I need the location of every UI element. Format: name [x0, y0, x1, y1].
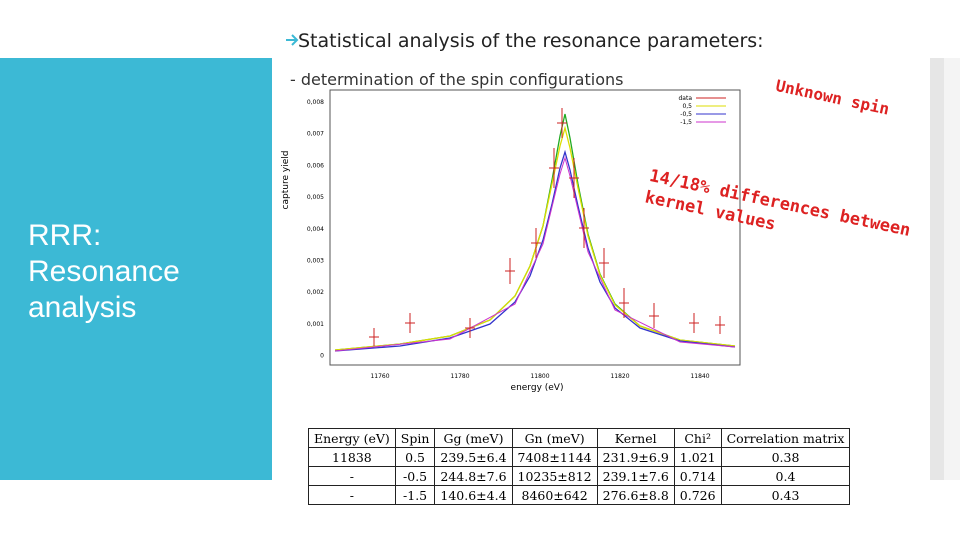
column-header: Spin: [394, 428, 436, 448]
y-tick-label: 0: [320, 353, 324, 360]
slide-title: Statistical analysis of the resonance pa…: [298, 30, 764, 52]
curve: [334, 156, 736, 352]
column-header: Energy (eV): [308, 428, 396, 448]
y-tick-label: 0,004: [307, 226, 324, 233]
y-tick-label: 0,002: [307, 289, 324, 296]
table-cell: -1.5: [394, 485, 436, 505]
x-tick-label: 11840: [690, 373, 709, 380]
table-row: - -1.5 140.6±4.4 8460±642 276.6±8.8 0.726 0.43: [308, 485, 851, 505]
table-cell: 7408±1144: [511, 447, 598, 467]
plot-frame: [329, 89, 741, 366]
column-header: Gn (meV): [511, 428, 598, 448]
table-cell: 140.6±4.4: [434, 485, 513, 505]
table-cell: 231.9±6.9: [596, 447, 675, 467]
table-cell: 0.5: [394, 447, 436, 467]
table-cell: 0.714: [673, 466, 722, 486]
y-tick-label: 0,003: [307, 258, 324, 265]
y-tick-label: 0,006: [307, 162, 324, 169]
annotation: Unknown spin: [774, 76, 892, 119]
sidebar: [0, 58, 272, 480]
table-cell: 239.1±7.6: [596, 466, 675, 486]
y-tick-label: 0,008: [307, 99, 324, 106]
x-axis-label: energy (eV): [511, 383, 564, 393]
column-header: Correlation matrix: [720, 428, 851, 448]
table-cell: 0.726: [673, 485, 722, 505]
legend-label: -0,5: [680, 111, 692, 118]
y-tick-label: 0,005: [307, 194, 324, 201]
column-header: Chi²: [673, 428, 722, 448]
table-cell: 276.6±8.8: [596, 485, 675, 505]
table-cell: -: [308, 485, 396, 505]
table-row: 11838 0.5 239.5±6.4 7408±1144 231.9±6.9 1.021…: [308, 447, 851, 467]
table-cell: 239.5±6.4: [434, 447, 513, 467]
x-tick-label: 11820: [610, 373, 629, 380]
table-cell: 0.38: [720, 447, 851, 467]
legend-label: data: [678, 95, 692, 102]
table-cell: -0.5: [394, 466, 436, 486]
results-table: Energy (eV) Spin Gg (meV) Gn (meV) Kernel Chi…: [308, 428, 851, 505]
table-header: Energy (eV) Spin Gg (meV) Gn (meV) Kernel Chi…: [308, 428, 851, 448]
x-tick-label: 11800: [530, 373, 549, 380]
table-cell: 1.021: [673, 447, 722, 467]
table-cell: -: [308, 466, 396, 486]
slide-subtitle: - determination of the spin configuratio…: [290, 70, 624, 89]
y-tick-label: 0,001: [307, 321, 324, 328]
table-cell: 244.8±7.6: [434, 466, 513, 486]
table-cell: 8460±642: [511, 485, 598, 505]
bullet-arrow: [286, 34, 299, 46]
table-cell: 0.43: [720, 485, 851, 505]
table-cell: 11838: [308, 447, 396, 467]
x-tick-label: 11760: [370, 373, 389, 380]
x-tick-label: 11780: [450, 373, 469, 380]
y-tick-label: 0,007: [307, 131, 324, 138]
table-row: - -0.5 244.8±7.6 10235±812 239.1±7.6 0.714 0.4: [308, 466, 851, 486]
column-header: Gg (meV): [434, 428, 513, 448]
sidebar-title: RRR: Resonance analysis: [28, 219, 180, 324]
side-stripe: [944, 58, 960, 480]
table-cell: 0.4: [720, 466, 851, 486]
legend-label: 0,5: [682, 103, 692, 110]
curve: [334, 149, 736, 352]
legend-label: -1,5: [680, 119, 692, 126]
y-axis-label: capture yield: [281, 151, 291, 210]
column-header: Kernel: [596, 428, 675, 448]
plot: capture yield energy (eV) 0,008 0,007 0,00…: [281, 89, 741, 393]
error-bars: [369, 108, 725, 346]
table-cell: 10235±812: [511, 466, 598, 486]
